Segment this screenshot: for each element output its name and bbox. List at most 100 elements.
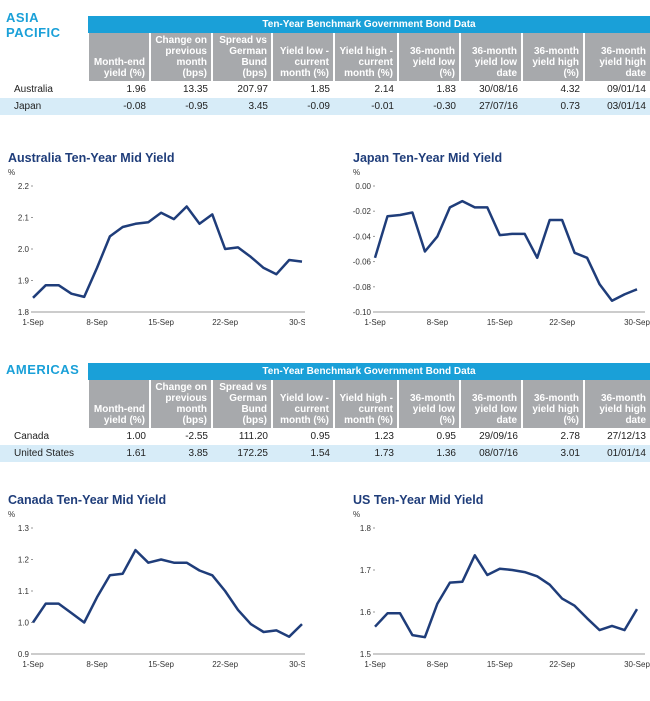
column-header: Yield low - current month (%) xyxy=(271,380,334,428)
column-header: 36-month yield low date xyxy=(459,33,522,81)
x-tick-label: 8-Sep xyxy=(86,660,108,669)
y-tick-label: 2.0 xyxy=(18,245,30,254)
column-header: 36-month yield high (%) xyxy=(521,380,584,428)
bond-table: Ten-Year Benchmark Government Bond Data M… xyxy=(0,363,650,462)
data-row: Canada 1.00 -2.55 111.20 0.95 1.23 0.95 29/09/1… xyxy=(0,428,650,445)
data-row: United States 1.61 3.85 172.25 1.54 1.73 1.36 0… xyxy=(0,445,650,462)
blank xyxy=(0,363,88,380)
column-header: Spread vs German Bund (bps) xyxy=(211,380,272,428)
y-tick-label: 1.7 xyxy=(360,566,372,575)
section-heading: AMERICAS xyxy=(6,362,80,377)
x-tick-label: 30-Sep xyxy=(624,660,650,669)
cell: -0.01 xyxy=(334,98,398,115)
column-header: Yield high - current month (%) xyxy=(333,380,398,428)
x-tick-label: 8-Sep xyxy=(427,660,449,669)
cell: 03/01/14 xyxy=(584,98,650,115)
y-tick-label: -0.08 xyxy=(353,283,372,292)
x-tick-label: 1-Sep xyxy=(364,660,386,669)
x-tick-label: 30-Sep xyxy=(624,318,650,327)
yield-line xyxy=(373,199,638,302)
cell: 1.73 xyxy=(334,445,398,462)
column-header: Month-end yield (%) xyxy=(87,380,150,428)
row-label: Japan xyxy=(0,98,88,115)
y-tick-label: 1.8 xyxy=(18,308,30,317)
cell: 0.95 xyxy=(310,431,330,442)
column-header: 36-month yield high date xyxy=(583,380,650,428)
row-label: Canada xyxy=(14,431,50,442)
cell: 1.00 xyxy=(126,431,146,442)
x-tick-label: 1-Sep xyxy=(22,318,44,327)
blank xyxy=(0,33,88,81)
column-header: Month-end yield (%) xyxy=(87,33,150,81)
cell: 1.85 xyxy=(310,84,330,95)
cell: 1.96 xyxy=(126,84,146,95)
y-tick-label: 1.8 xyxy=(360,524,372,533)
data-row: Japan -0.08 -0.95 3.45 -0.09 -0.01 -0.30 27/07/… xyxy=(0,98,650,115)
title-row: Ten-Year Benchmark Government Bond Data xyxy=(0,363,650,380)
x-tick-label: 15-Sep xyxy=(148,660,174,669)
blank xyxy=(0,380,88,428)
y-tick-label: -0.04 xyxy=(353,232,372,241)
y-axis-unit: % xyxy=(8,168,15,177)
cell: 09/01/14 xyxy=(607,84,646,95)
y-axis-unit: % xyxy=(8,510,15,519)
y-axis-unit: % xyxy=(353,510,360,519)
column-header: Yield low - current month (%) xyxy=(271,33,334,81)
cell: -0.09 xyxy=(272,98,334,115)
cell: 01/01/14 xyxy=(584,445,650,462)
cell: 29/09/16 xyxy=(479,431,518,442)
cell: 13.35 xyxy=(182,84,208,95)
x-tick-label: 15-Sep xyxy=(148,318,174,327)
yield-line xyxy=(32,205,303,299)
table-title: Ten-Year Benchmark Government Bond Data xyxy=(88,363,650,380)
column-header: Change on previous month (bps) xyxy=(149,380,212,428)
y-tick-label: -0.06 xyxy=(353,258,372,267)
title-row: Ten-Year Benchmark Government Bond Data xyxy=(0,16,650,33)
cell: 0.95 xyxy=(436,431,456,442)
cell: 207.97 xyxy=(237,84,268,95)
cell: 2.78 xyxy=(560,431,580,442)
column-header: Change on previous month (bps) xyxy=(149,33,212,81)
y-tick-label: 0.00 xyxy=(355,182,371,191)
y-tick-label: 1.2 xyxy=(18,556,30,565)
bond-table: Ten-Year Benchmark Government Bond Data M… xyxy=(0,16,650,115)
cell: 0.73 xyxy=(522,98,584,115)
cell: -0.95 xyxy=(150,98,212,115)
x-tick-label: 8-Sep xyxy=(86,318,108,327)
chart-title: Australia Ten-Year Mid Yield xyxy=(8,151,175,165)
y-tick-label: 2.2 xyxy=(18,182,30,191)
x-tick-label: 1-Sep xyxy=(364,318,386,327)
column-header: Spread vs German Bund (bps) xyxy=(211,33,272,81)
section-heading: ASIA PACIFIC xyxy=(6,10,61,40)
line-chart: Australia Ten-Year Mid Yield% 1.8 1.9 2.0 2.… xyxy=(8,151,305,327)
chart-title: US Ten-Year Mid Yield xyxy=(353,493,483,507)
cell: -0.30 xyxy=(398,98,460,115)
column-header: 36-month yield low (%) xyxy=(397,380,460,428)
cell: 2.14 xyxy=(374,84,394,95)
blank xyxy=(0,16,88,33)
yield-line xyxy=(374,554,639,639)
y-tick-label: 1.6 xyxy=(360,608,372,617)
header-row: Month-end yield (%) Change on previous mo… xyxy=(0,380,650,428)
y-tick-label: 1.5 xyxy=(360,650,372,659)
cell: 27/07/16 xyxy=(460,98,522,115)
x-tick-label: 30-Sep xyxy=(289,660,305,669)
cell: 4.32 xyxy=(560,84,580,95)
column-header: 36-month yield high date xyxy=(583,33,650,81)
x-tick-label: 15-Sep xyxy=(487,318,513,327)
y-tick-label: 1.1 xyxy=(18,587,30,596)
yield-line xyxy=(31,548,303,638)
row-label: United States xyxy=(0,445,88,462)
line-chart: Canada Ten-Year Mid Yield% 0.9 1.0 1.1 1.2 1.… xyxy=(8,493,305,669)
y-tick-label: 1.0 xyxy=(18,619,30,628)
x-tick-label: 22-Sep xyxy=(549,318,575,327)
cell: 172.25 xyxy=(212,445,272,462)
y-tick-label: 0.9 xyxy=(18,650,30,659)
column-header: 36-month yield high (%) xyxy=(521,33,584,81)
y-axis-unit: % xyxy=(353,168,360,177)
y-tick-label: 1.9 xyxy=(18,277,30,286)
y-tick-label: -0.02 xyxy=(353,207,372,216)
cell: 30/08/16 xyxy=(479,84,518,95)
chart-title: Japan Ten-Year Mid Yield xyxy=(353,151,502,165)
